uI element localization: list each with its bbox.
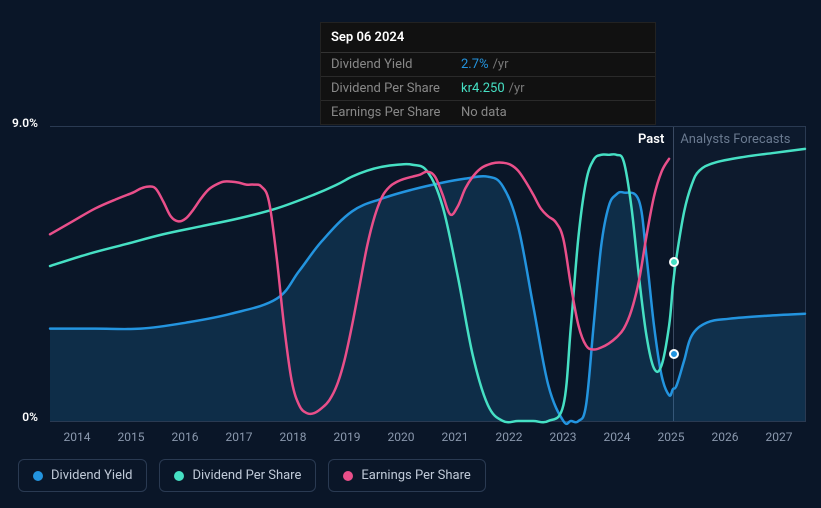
tooltip-row: Dividend Yield2.7% /yr [321, 53, 655, 77]
x-tick: 2027 [752, 430, 806, 444]
x-tick: 2018 [266, 430, 320, 444]
x-tick: 2022 [482, 430, 536, 444]
legend-item[interactable]: Dividend Yield [18, 459, 147, 492]
legend-label: Dividend Yield [51, 468, 132, 483]
tooltip-metric-label: Dividend Per Share [331, 81, 461, 96]
dividend-chart: 9.0% 0% Past Analysts Forecasts 20142015… [18, 108, 806, 456]
y-max-label: 9.0% [8, 116, 38, 130]
series-marker [669, 257, 679, 267]
tooltip-metric-label: Dividend Yield [331, 57, 461, 72]
tooltip-metric-value: kr4.250 [461, 81, 505, 96]
legend-item[interactable]: Dividend Per Share [159, 459, 316, 492]
tooltip-metric-value: 2.7% [461, 57, 489, 72]
plot-area[interactable] [50, 126, 806, 422]
y-min-label: 0% [8, 410, 38, 424]
legend-color-dot [174, 471, 184, 481]
x-tick: 2016 [158, 430, 212, 444]
chart-tooltip: Sep 06 2024 Dividend Yield2.7%/yrDividen… [320, 22, 656, 125]
x-tick: 2019 [320, 430, 374, 444]
tooltip-date: Sep 06 2024 [321, 23, 655, 53]
x-tick: 2015 [104, 430, 158, 444]
tooltip-metric-suffix: /yr [493, 57, 509, 72]
tooltip-metric-value: No data [461, 105, 507, 120]
x-tick: 2020 [374, 430, 428, 444]
legend-color-dot [33, 471, 43, 481]
past-label: Past [638, 132, 664, 147]
tooltip-metric-label: Earnings Per Share [331, 105, 461, 120]
chart-lines [50, 127, 805, 421]
x-axis: 2014201520162017201820192020202120222023… [50, 430, 806, 444]
series-marker [669, 349, 679, 359]
tooltip-metric-suffix: /yr [509, 81, 525, 96]
x-tick: 2021 [428, 430, 482, 444]
x-tick: 2017 [212, 430, 266, 444]
forecast-label: Analysts Forecasts [680, 132, 790, 147]
legend-item[interactable]: Earnings Per Share [328, 459, 485, 492]
legend-label: Dividend Per Share [192, 468, 301, 483]
x-tick: 2023 [536, 430, 590, 444]
legend-color-dot [343, 471, 353, 481]
legend-label: Earnings Per Share [361, 468, 470, 483]
tooltip-row: Dividend Per Sharekr4.250/yr [321, 77, 655, 101]
chart-legend: Dividend Yield Dividend Per Share Earnings… [18, 459, 486, 492]
time-period-labels: Past Analysts Forecasts [638, 132, 790, 147]
x-tick: 2026 [698, 430, 752, 444]
x-tick: 2014 [50, 430, 104, 444]
tooltip-row: Earnings Per ShareNo data [321, 101, 655, 124]
x-tick: 2025 [644, 430, 698, 444]
x-tick: 2024 [590, 430, 644, 444]
